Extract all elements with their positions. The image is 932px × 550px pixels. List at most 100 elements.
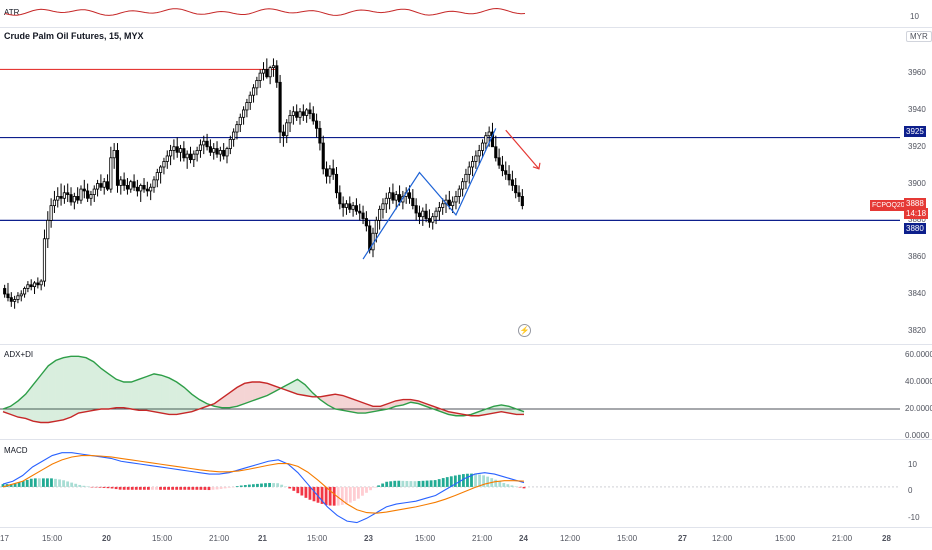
adx-fill: [101, 368, 109, 409]
candle-body: [228, 138, 232, 149]
adx-fill: [259, 382, 268, 399]
candle-body: [29, 284, 33, 288]
candle-body: [407, 192, 412, 199]
macd-histogram-bar: [155, 486, 158, 490]
macd-histogram-bar: [134, 486, 138, 490]
trend-line: [505, 129, 540, 170]
macd-histogram-bar: [159, 486, 162, 490]
candle-body: [56, 196, 60, 201]
currency-label[interactable]: MYR: [906, 31, 932, 42]
candle-body: [159, 166, 163, 173]
candle-body: [129, 181, 133, 190]
candle-body: [23, 288, 27, 295]
macd-histogram-bar: [466, 473, 469, 487]
macd-histogram-bar: [17, 482, 21, 487]
candle-body: [315, 120, 319, 129]
candle-body: [13, 299, 17, 302]
candle-body: [242, 109, 246, 118]
candle-body: [185, 153, 189, 159]
macd-histogram-bar: [296, 486, 300, 494]
candle-body: [82, 188, 86, 192]
candle-body: [507, 173, 511, 181]
time-tick: 12:00: [560, 534, 581, 543]
lightning-icon[interactable]: ⚡: [518, 324, 531, 337]
macd-histogram-bar: [252, 484, 255, 487]
macd-histogram-bar: [37, 478, 41, 487]
time-tick: 15:00: [617, 534, 638, 543]
candle-body: [477, 150, 481, 157]
candle-body: [298, 111, 302, 118]
candle-body: [271, 65, 276, 69]
macd-histogram-bar: [462, 474, 465, 487]
candle-body: [119, 179, 123, 186]
time-tick: 24: [519, 534, 528, 543]
adx-fill: [146, 373, 155, 412]
candle-body: [92, 188, 96, 196]
time-tick: 15:00: [775, 534, 796, 543]
candle-body: [358, 210, 362, 214]
candle-body: [215, 148, 219, 155]
candle-body: [520, 196, 524, 207]
candle-body: [79, 188, 83, 201]
macd-histogram-bar: [106, 486, 110, 489]
candle-body: [172, 146, 176, 151]
candle-body: [238, 116, 242, 126]
candle-body: [195, 150, 199, 155]
macd-histogram-bar: [223, 486, 227, 489]
macd-histogram-bar: [78, 484, 82, 487]
macd-histogram-bar: [482, 475, 486, 487]
adx-tick-60: 60.0000: [905, 350, 932, 359]
candle-body: [457, 188, 461, 197]
macd-histogram-bar: [86, 486, 90, 487]
macd-tick-minus10: -10: [908, 513, 920, 522]
candle-body: [261, 69, 266, 74]
candle-body: [318, 127, 322, 144]
macd-histogram-bar: [437, 479, 441, 487]
macd-histogram-bar: [29, 478, 33, 487]
candle-body: [222, 150, 226, 157]
macd-histogram-bar: [425, 480, 429, 487]
macd-histogram-bar: [126, 486, 130, 490]
adx-fill: [214, 398, 222, 408]
candle-body: [338, 192, 342, 205]
macd-histogram-bar: [385, 481, 389, 487]
candle-body: [311, 113, 315, 122]
adx-fill: [138, 376, 147, 411]
macd-histogram-bar: [324, 486, 328, 506]
adx-fill: [388, 400, 396, 409]
time-tick: 15:00: [42, 534, 63, 543]
macd-histogram-bar: [13, 483, 17, 487]
candle-body: [381, 203, 385, 210]
macd-histogram-bar: [316, 486, 320, 503]
candle-body: [3, 288, 7, 295]
candle-body: [268, 67, 272, 78]
price-tick: 3860: [908, 252, 926, 262]
macd-histogram-bar: [377, 485, 381, 487]
candle-body: [285, 122, 289, 137]
candle-body: [6, 293, 10, 299]
candle-body: [155, 172, 159, 181]
macd-histogram-bar: [441, 478, 445, 487]
candle-body: [109, 157, 113, 190]
adx-series-line: [2, 355, 525, 417]
adx-fill: [40, 365, 49, 423]
candle-body: [16, 295, 20, 300]
candle-body: [361, 212, 365, 219]
macd-histogram-bar: [62, 480, 65, 487]
macd-histogram-bar: [288, 486, 292, 489]
adx-fill: [244, 382, 253, 404]
candle-body: [474, 155, 478, 162]
price-tick: 3840: [908, 288, 926, 298]
candle-body: [334, 173, 339, 194]
adx-fill: [169, 377, 177, 415]
candle-body: [32, 282, 37, 288]
candle-body: [374, 219, 378, 234]
macd-histogram-bar: [199, 486, 203, 490]
price-tick: 3960: [908, 68, 926, 78]
macd-histogram-bar: [179, 486, 183, 490]
adx-fill: [501, 404, 509, 414]
macd-histogram-bar: [102, 486, 106, 488]
candle-body: [251, 87, 256, 96]
macd-histogram-bar: [260, 483, 263, 487]
